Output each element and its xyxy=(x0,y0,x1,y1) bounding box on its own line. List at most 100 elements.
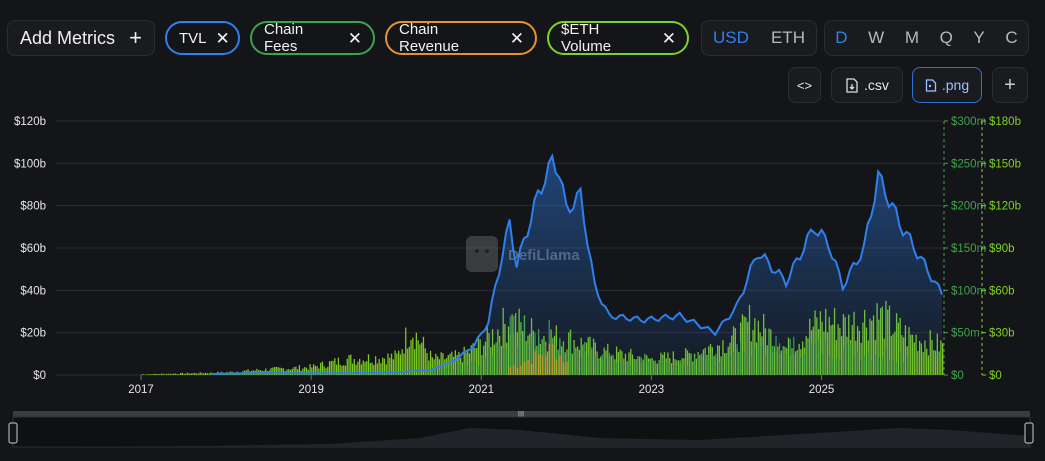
bar xyxy=(199,372,201,375)
bar xyxy=(142,374,145,375)
bar xyxy=(204,372,207,375)
interval-w-button[interactable]: W xyxy=(868,28,885,47)
bar xyxy=(369,363,371,375)
bar xyxy=(291,368,293,375)
range-handle-left[interactable] xyxy=(8,422,18,444)
plus-icon: + xyxy=(1004,73,1016,96)
bar xyxy=(382,357,384,375)
bar xyxy=(942,343,944,375)
bar xyxy=(265,368,267,375)
bar xyxy=(421,342,423,375)
metric-pill-eth-volume[interactable]: $ETH Volume ✕ xyxy=(547,21,689,55)
close-icon[interactable]: ✕ xyxy=(661,28,676,48)
x-tick-label: 2017 xyxy=(128,384,154,396)
bar xyxy=(405,327,407,375)
bar xyxy=(305,367,308,375)
bar xyxy=(376,363,379,375)
slider-grip-icon[interactable]: ||| xyxy=(518,410,524,419)
currency-usd-button[interactable]: USD xyxy=(713,28,749,47)
x-tick-label: 2021 xyxy=(468,384,494,396)
bar xyxy=(157,374,159,375)
metric-pill-chain-fees[interactable]: Chain Fees ✕ xyxy=(250,21,375,55)
y-tick-label-right: $50m xyxy=(951,328,980,340)
bar xyxy=(419,344,421,375)
metric-pill-label: Chain Fees xyxy=(264,21,304,55)
interval-toggle: D W M Q Y C xyxy=(824,20,1029,56)
metric-pill-tvl[interactable]: TVL ✕ xyxy=(165,21,240,55)
bar xyxy=(201,373,203,375)
interval-c-button[interactable]: C xyxy=(1005,28,1018,47)
tvl-line xyxy=(211,153,943,375)
bar xyxy=(141,374,143,375)
bar xyxy=(210,372,212,375)
bar xyxy=(389,357,391,375)
bar xyxy=(314,365,317,375)
bar xyxy=(151,374,153,375)
close-icon[interactable]: ✕ xyxy=(509,28,524,48)
bar xyxy=(394,350,396,375)
y-tick-label-right: $180b xyxy=(989,116,1021,128)
y-tick-label-left: $100b xyxy=(14,158,46,170)
bar xyxy=(426,352,428,375)
bar xyxy=(174,373,177,375)
bar xyxy=(309,364,311,375)
interval-m-button[interactable]: M xyxy=(904,28,919,47)
more-options-button[interactable]: + xyxy=(992,67,1028,103)
bar xyxy=(203,373,205,375)
bar xyxy=(403,353,405,375)
embed-button[interactable]: <> xyxy=(788,67,821,103)
bar xyxy=(277,367,279,375)
y-tick-label-right: $200m xyxy=(951,201,986,213)
bar xyxy=(339,364,341,375)
download-png-button[interactable]: .png xyxy=(912,67,982,103)
bar xyxy=(374,356,377,375)
bar xyxy=(442,353,444,375)
interval-q-button[interactable]: Q xyxy=(939,28,953,47)
y-tick-label-left: $80b xyxy=(20,201,46,213)
interval-d-button[interactable]: D xyxy=(835,28,848,47)
bar xyxy=(320,362,322,375)
bar xyxy=(281,368,283,375)
bar xyxy=(318,368,320,375)
bar xyxy=(344,365,347,375)
file-download-icon xyxy=(846,77,858,93)
bar xyxy=(385,364,387,375)
bar xyxy=(270,368,272,375)
bar xyxy=(353,359,355,375)
download-csv-button[interactable]: .csv xyxy=(831,67,903,103)
bar xyxy=(164,374,166,375)
bar xyxy=(343,365,345,375)
y-tick-label-right: $60b xyxy=(989,285,1015,297)
range-slider-bar[interactable] xyxy=(13,411,1030,417)
bar xyxy=(415,332,418,375)
bar xyxy=(155,373,157,375)
bar xyxy=(311,367,313,375)
bar xyxy=(412,337,414,375)
bar xyxy=(328,361,331,375)
bar xyxy=(188,373,191,375)
close-icon[interactable]: ✕ xyxy=(215,28,230,48)
bar xyxy=(302,368,304,375)
metric-pill-chain-revenue[interactable]: Chain Revenue ✕ xyxy=(385,21,537,55)
bar xyxy=(165,373,168,375)
interval-y-button[interactable]: Y xyxy=(973,28,985,47)
y-tick-label-right: $90b xyxy=(989,243,1015,255)
bar xyxy=(325,368,327,375)
bar xyxy=(148,374,150,375)
bar xyxy=(272,367,274,375)
tvl-series xyxy=(211,153,943,375)
range-handle-right[interactable] xyxy=(1024,422,1034,444)
bar xyxy=(304,367,306,375)
close-icon[interactable]: ✕ xyxy=(347,28,362,48)
bar xyxy=(401,349,403,375)
add-metrics-button[interactable]: Add Metrics + xyxy=(7,20,155,56)
currency-eth-button[interactable]: ETH xyxy=(770,28,805,47)
llama-logo-icon xyxy=(466,236,498,272)
bar xyxy=(341,365,343,375)
bar xyxy=(357,361,359,375)
range-slider[interactable]: ||| xyxy=(8,410,1034,448)
bar xyxy=(298,365,301,375)
bar xyxy=(408,346,410,375)
x-tick-label: 2019 xyxy=(298,384,324,396)
